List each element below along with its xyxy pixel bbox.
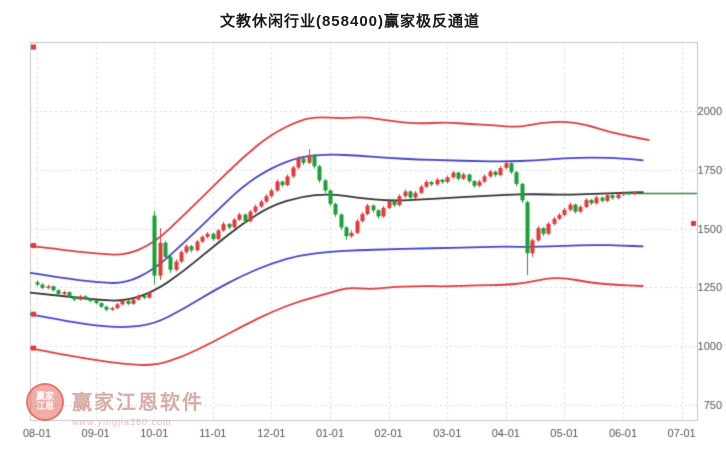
chart-title: 文教休闲行业(858400)赢家极反通道 xyxy=(219,13,481,30)
